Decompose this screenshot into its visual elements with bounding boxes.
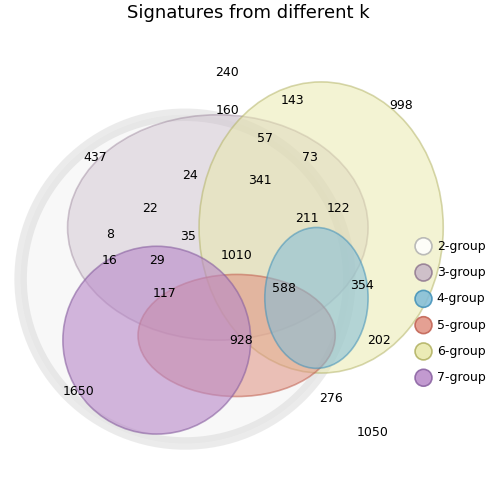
Text: 998: 998 xyxy=(389,99,413,112)
Ellipse shape xyxy=(63,246,250,434)
Text: 7-group: 7-group xyxy=(436,371,485,384)
Text: 16: 16 xyxy=(102,254,118,267)
Ellipse shape xyxy=(68,115,368,340)
Ellipse shape xyxy=(21,115,349,444)
Text: 8: 8 xyxy=(106,227,114,240)
Text: 6-group: 6-group xyxy=(436,345,485,358)
Text: 588: 588 xyxy=(272,282,295,295)
Title: Signatures from different k: Signatures from different k xyxy=(127,4,369,22)
Ellipse shape xyxy=(415,238,432,255)
Text: 35: 35 xyxy=(180,230,196,243)
Text: 202: 202 xyxy=(367,334,391,347)
Text: 160: 160 xyxy=(215,104,239,116)
Ellipse shape xyxy=(415,290,432,307)
Text: 143: 143 xyxy=(281,94,305,107)
Ellipse shape xyxy=(415,343,432,360)
Text: 57: 57 xyxy=(257,132,273,145)
Text: 1650: 1650 xyxy=(63,386,95,398)
Text: 1050: 1050 xyxy=(357,426,389,438)
Text: 341: 341 xyxy=(248,174,272,187)
Text: 22: 22 xyxy=(142,202,158,215)
Text: 928: 928 xyxy=(229,334,253,347)
Ellipse shape xyxy=(415,369,432,386)
Text: 24: 24 xyxy=(182,169,198,182)
Ellipse shape xyxy=(199,82,443,373)
Ellipse shape xyxy=(138,275,335,397)
Text: 240: 240 xyxy=(215,66,239,79)
Text: 122: 122 xyxy=(326,202,350,215)
Text: 117: 117 xyxy=(152,287,176,300)
Text: 73: 73 xyxy=(302,151,318,163)
Text: 29: 29 xyxy=(149,254,165,267)
Text: 3-group: 3-group xyxy=(436,266,485,279)
Text: 276: 276 xyxy=(319,392,342,405)
Text: 437: 437 xyxy=(84,151,108,163)
Text: 211: 211 xyxy=(295,212,319,225)
Text: 1010: 1010 xyxy=(221,249,253,262)
Ellipse shape xyxy=(415,264,432,281)
Text: 4-group: 4-group xyxy=(436,292,485,305)
Ellipse shape xyxy=(415,317,432,334)
Text: 5-group: 5-group xyxy=(436,319,485,332)
Text: 2-group: 2-group xyxy=(436,240,485,253)
Text: 354: 354 xyxy=(350,279,373,292)
Ellipse shape xyxy=(265,227,368,368)
